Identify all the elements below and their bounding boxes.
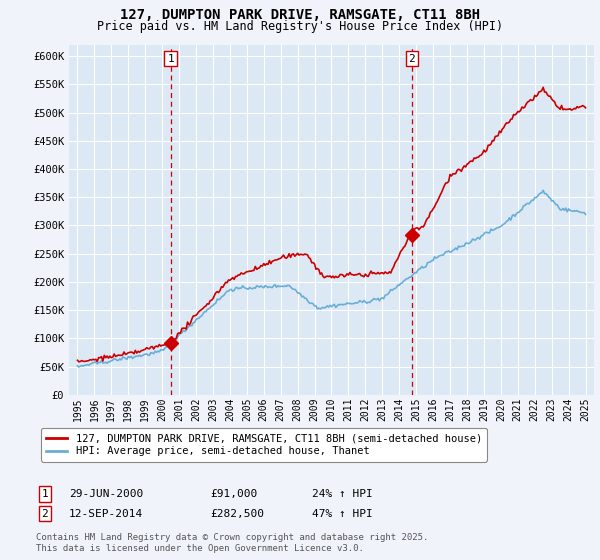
Text: Price paid vs. HM Land Registry's House Price Index (HPI): Price paid vs. HM Land Registry's House … bbox=[97, 20, 503, 32]
Text: 127, DUMPTON PARK DRIVE, RAMSGATE, CT11 8BH: 127, DUMPTON PARK DRIVE, RAMSGATE, CT11 … bbox=[120, 8, 480, 22]
Text: 1: 1 bbox=[167, 54, 174, 63]
Text: 2: 2 bbox=[41, 508, 49, 519]
Text: £91,000: £91,000 bbox=[210, 489, 257, 499]
Text: 12-SEP-2014: 12-SEP-2014 bbox=[69, 508, 143, 519]
Text: Contains HM Land Registry data © Crown copyright and database right 2025.
This d: Contains HM Land Registry data © Crown c… bbox=[36, 533, 428, 553]
Text: £282,500: £282,500 bbox=[210, 508, 264, 519]
Legend: 127, DUMPTON PARK DRIVE, RAMSGATE, CT11 8BH (semi-detached house), HPI: Average : 127, DUMPTON PARK DRIVE, RAMSGATE, CT11 … bbox=[41, 428, 487, 461]
Text: 1: 1 bbox=[41, 489, 49, 499]
Text: 47% ↑ HPI: 47% ↑ HPI bbox=[312, 508, 373, 519]
Text: 2: 2 bbox=[409, 54, 415, 63]
Text: 29-JUN-2000: 29-JUN-2000 bbox=[69, 489, 143, 499]
Text: 24% ↑ HPI: 24% ↑ HPI bbox=[312, 489, 373, 499]
